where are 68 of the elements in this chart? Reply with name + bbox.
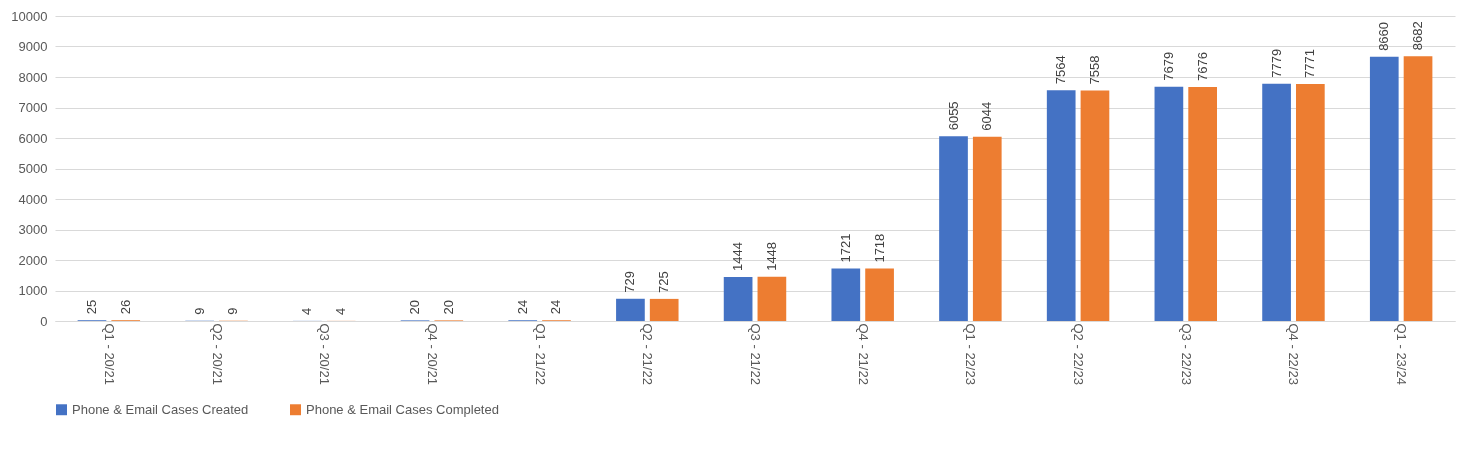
data-label: 7558 <box>1086 55 1102 85</box>
data-label: 725 <box>656 271 672 293</box>
bar <box>1262 83 1291 321</box>
x-tick-label: Q4 - 22/23 <box>1286 323 1302 385</box>
bar <box>649 298 679 321</box>
bar <box>865 268 894 321</box>
x-tick-label: Q4 - 21/22 <box>855 323 871 385</box>
data-label: 4 <box>333 307 349 315</box>
data-label: 1444 <box>730 242 746 271</box>
y-tick-label: 0 <box>40 313 48 329</box>
data-label: 6044 <box>979 101 995 131</box>
y-tick-label: 3000 <box>18 222 48 237</box>
x-tick-label: Q1 - 23/24 <box>1394 323 1410 385</box>
x-tick-label: Q1 - 22/23 <box>963 323 979 385</box>
bar <box>972 136 1002 321</box>
data-label: 1721 <box>837 233 853 263</box>
x-tick-label: Q2 - 21/22 <box>640 323 656 385</box>
data-label: 6055 <box>945 101 961 131</box>
data-label: 24 <box>548 299 564 315</box>
bar <box>831 268 861 321</box>
bar <box>1188 86 1217 321</box>
data-label: 25 <box>83 299 99 315</box>
legend-label: Phone & Email Cases Completed <box>306 401 499 417</box>
bar <box>616 298 645 321</box>
x-tick-label: Q1 - 20/21 <box>101 323 117 385</box>
data-label: 1448 <box>763 241 779 271</box>
x-tick-label: Q3 - 20/21 <box>317 323 333 385</box>
y-tick-label: 10000 <box>11 8 48 24</box>
data-label: 24 <box>514 299 530 315</box>
bar <box>1154 86 1184 321</box>
y-tick-label: 1000 <box>18 283 48 298</box>
y-tick-label: 9000 <box>18 39 48 54</box>
y-tick-label: 6000 <box>18 130 48 146</box>
data-label: 9 <box>225 307 241 315</box>
legend-label: Phone & Email Cases Created <box>72 401 249 417</box>
x-tick-label: Q3 - 21/22 <box>748 323 763 385</box>
y-tick-label: 5000 <box>18 161 48 176</box>
bar <box>1046 90 1076 321</box>
data-label: 9 <box>191 307 207 315</box>
y-tick-label: 7000 <box>18 100 48 115</box>
x-tick-label: Q1 - 21/22 <box>532 323 548 385</box>
data-label: 20 <box>440 299 456 315</box>
data-label: 8660 <box>1376 21 1392 51</box>
data-label: 729 <box>622 271 638 293</box>
x-tick-label: Q2 - 22/23 <box>1071 323 1087 385</box>
data-label: 20 <box>407 299 423 315</box>
data-label: 26 <box>117 299 133 315</box>
bar <box>757 276 787 321</box>
y-tick-label: 2000 <box>18 252 48 268</box>
data-label: 7676 <box>1194 51 1210 81</box>
data-label: 1718 <box>871 233 887 263</box>
x-tick-label: Q4 - 20/21 <box>424 323 440 385</box>
data-label: 4 <box>299 307 315 315</box>
data-label: 7679 <box>1160 51 1176 81</box>
bar <box>723 276 753 321</box>
bar <box>1080 90 1110 321</box>
bar <box>1295 83 1325 321</box>
data-label: 7779 <box>1268 48 1284 78</box>
x-tick-label: Q3 - 22/23 <box>1178 323 1194 385</box>
y-tick-label: 4000 <box>18 191 48 207</box>
bar <box>1403 56 1433 321</box>
data-label: 7771 <box>1302 49 1318 78</box>
data-label: 8682 <box>1410 21 1426 51</box>
data-label: 7564 <box>1053 55 1069 85</box>
y-tick-label: 8000 <box>18 69 48 85</box>
bar <box>1369 56 1399 321</box>
x-tick-label: Q2 - 20/21 <box>209 323 225 385</box>
bar <box>939 136 968 321</box>
